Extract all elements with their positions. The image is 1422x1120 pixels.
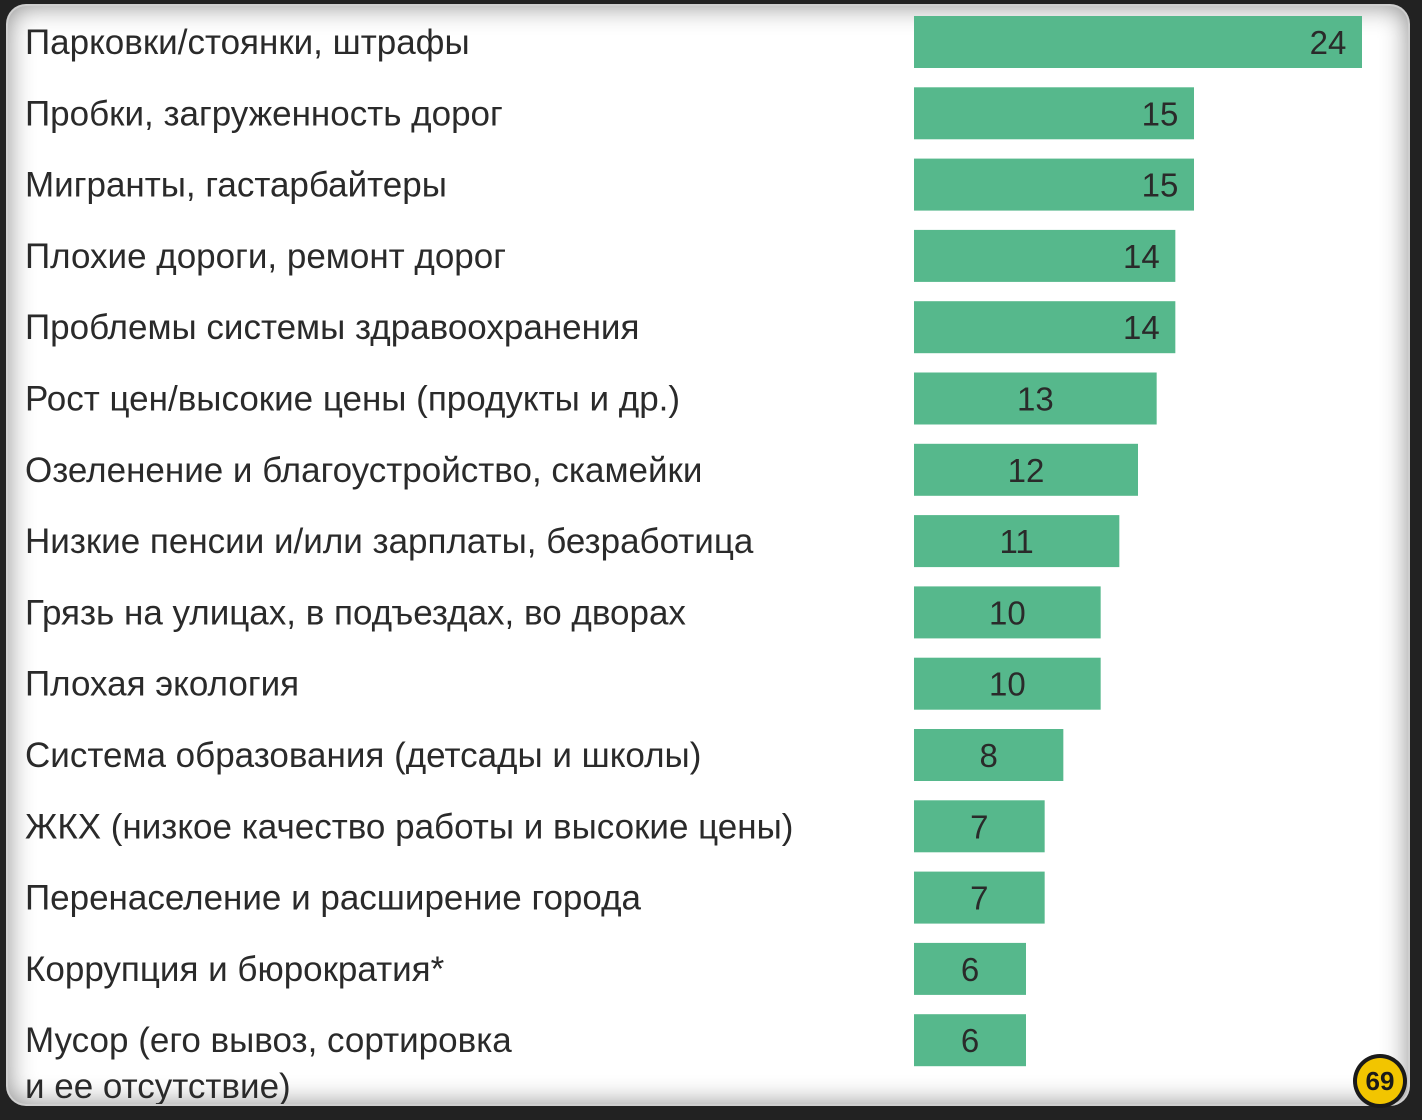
bar-value-label: 14 [1123, 238, 1160, 275]
category-label: ЖКХ (низкое качество работы и высокие це… [25, 807, 793, 846]
bar [914, 515, 1120, 568]
category-label-line: Озеленение и благоустройство, скамейки [25, 451, 702, 490]
category-label: Мусор (его вывоз, сортировка и ее отсутст… [25, 1021, 512, 1104]
category-label-line: Проблемы системы здравоохранения [25, 308, 639, 347]
bar-value-label: 7 [970, 808, 988, 845]
category-label: Проблемы системы здравоохранения [25, 308, 639, 347]
category-label: Пробки, загруженность дорог [25, 94, 503, 133]
category-label-line: Грязь на улицах, в подъездах, во дворах [25, 593, 686, 632]
category-label: Перенаселение и расширение города [25, 879, 641, 918]
bar-value-label: 10 [989, 594, 1026, 631]
bar [914, 372, 1157, 425]
category-label-line: Низкие пенсии и/или зарплаты, безработиц… [25, 522, 754, 561]
category-label-line: Система образования (детсады и школы) [25, 736, 701, 775]
bar [914, 443, 1138, 496]
bar [914, 657, 1101, 710]
category-label-line: Мусор (его вывоз, сортировка [25, 1021, 512, 1060]
category-label: Озеленение и благоустройство, скамейки [25, 451, 702, 490]
bar [914, 586, 1101, 639]
category-label: Грязь на улицах, в подъездах, во дворах [25, 593, 686, 632]
category-label: Система образования (детсады и школы) [25, 736, 701, 775]
category-label: Плохие дороги, ремонт дорог [25, 237, 506, 276]
bar-value-label: 8 [979, 737, 997, 774]
bar-value-label: 13 [1017, 381, 1054, 418]
bar-value-label: 14 [1123, 309, 1160, 346]
category-label-line: ЖКХ (низкое качество работы и высокие це… [25, 807, 793, 846]
bar [914, 1014, 1026, 1067]
bar [914, 871, 1045, 924]
bar [914, 87, 1194, 140]
category-label-line: и ее отсутствие) [25, 1067, 291, 1104]
logo-text: 69 [1366, 1066, 1395, 1096]
bar [914, 942, 1026, 995]
bar [914, 301, 1176, 354]
category-label: Низкие пенсии и/или зарплаты, безработиц… [25, 522, 754, 561]
category-label: Плохая экология [25, 665, 299, 704]
bar [914, 229, 1176, 282]
bar-value-label: 15 [1142, 95, 1179, 132]
bar-value-label: 6 [961, 1022, 979, 1059]
category-label-line: Парковки/стоянки, штрафы [25, 23, 470, 62]
category-label-line: Коррупция и бюрократия* [25, 950, 445, 989]
bar-value-label: 15 [1142, 167, 1179, 204]
category-label: Парковки/стоянки, штрафы [25, 23, 470, 62]
category-label: Коррупция и бюрократия* [25, 950, 445, 989]
bar-value-label: 6 [961, 951, 979, 988]
bar-value-label: 24 [1310, 24, 1347, 61]
bar-value-label: 12 [1008, 452, 1045, 489]
category-label: Мигранты, гастарбайтеры [25, 166, 447, 205]
bar-value-label: 10 [989, 666, 1026, 703]
logo-69-badge-icon: 69 [1353, 1054, 1407, 1108]
bar-chart: 24 Парковки/стоянки, штрафы 15 Пробки, загр… [25, 16, 1362, 1104]
category-label-line: Пробки, загруженность дорог [25, 94, 503, 133]
category-label-line: Плохие дороги, ремонт дорог [25, 237, 506, 276]
bar-value-label: 11 [1000, 523, 1034, 560]
category-label-line: Рост цен/высокие цены (продукты и др.) [25, 380, 680, 419]
bar [914, 16, 1362, 68]
bar [914, 800, 1045, 853]
logo-fill [1357, 1058, 1403, 1104]
bar [914, 158, 1194, 211]
category-label-line: Мигранты, гастарбайтеры [25, 166, 447, 205]
bar-value-label: 7 [970, 880, 988, 917]
chart-area: 24 Парковки/стоянки, штрафы 15 Пробки, загр… [8, 6, 1408, 1104]
category-label: Рост цен/высокие цены (продукты и др.) [25, 380, 680, 419]
category-label-line: Плохая экология [25, 665, 299, 704]
category-label-line: Перенаселение и расширение города [25, 879, 641, 918]
bar [914, 729, 1064, 781]
